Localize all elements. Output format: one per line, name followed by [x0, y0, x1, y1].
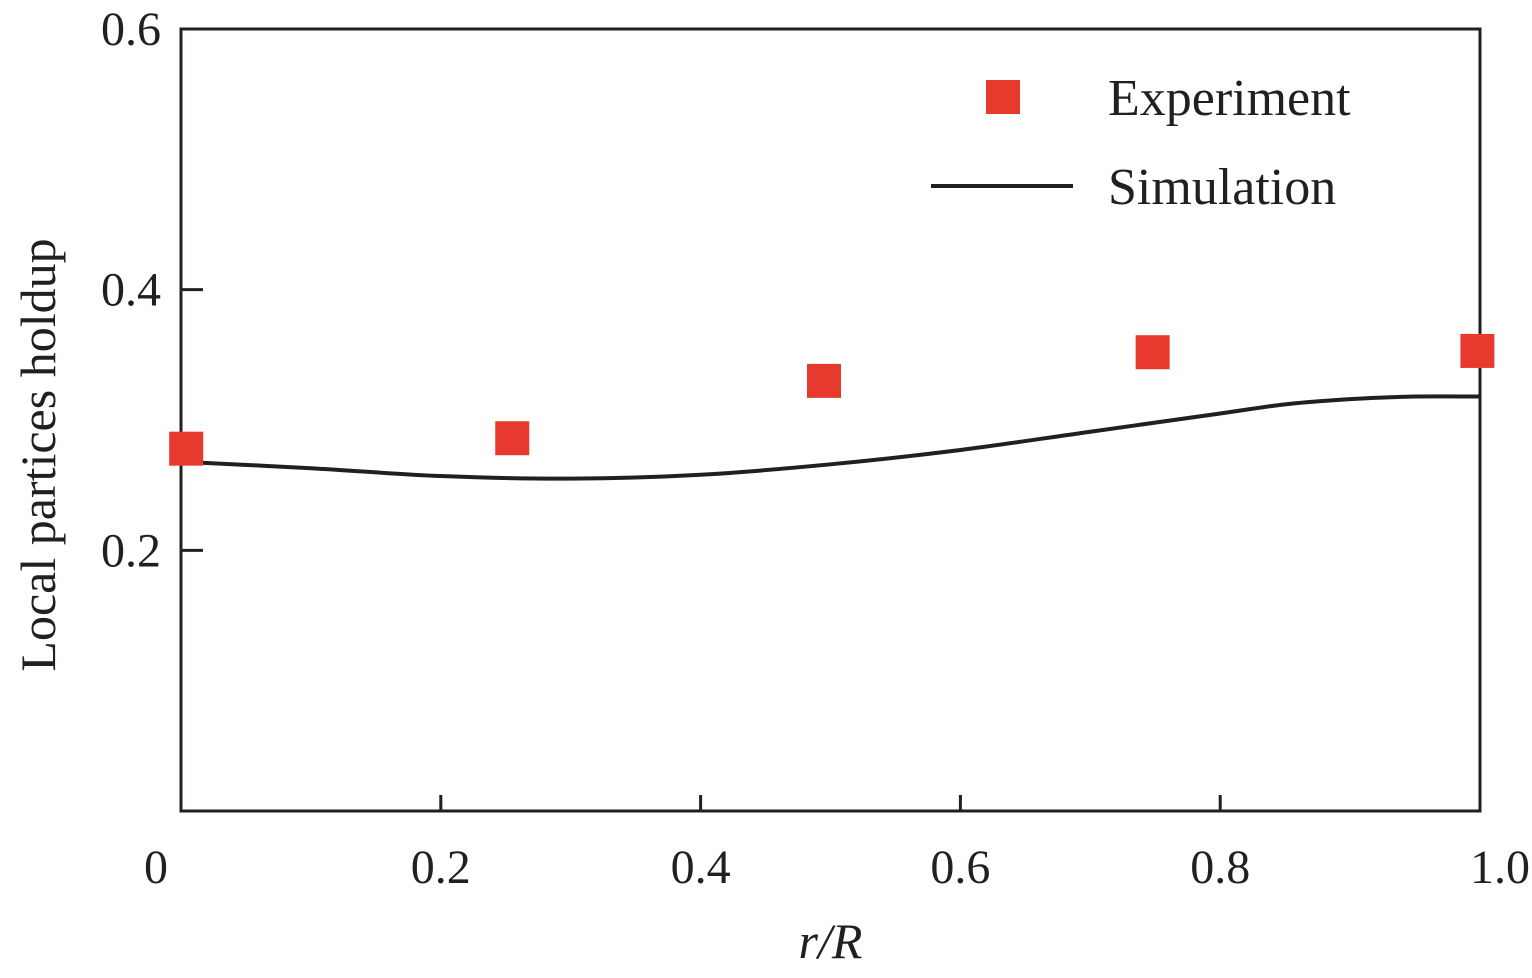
axes: 0 0.2 0.4 0.6 0.8 1.0 0.2 0.4 0.6 — [101, 3, 1530, 894]
experiment-point — [495, 421, 530, 456]
x-axis-label: r/R — [799, 913, 863, 969]
y-axis-label: Local partices holdup — [10, 238, 66, 671]
legend-label: Experiment — [1108, 70, 1351, 127]
experiment-point — [807, 363, 842, 398]
y-tick-label: 0.6 — [101, 3, 161, 56]
x-ticks: 0 0.2 0.4 0.6 0.8 1.0 — [144, 795, 1530, 894]
legend: Experiment Simulation — [931, 70, 1351, 216]
y-tick-label: 0.4 — [101, 264, 161, 317]
plot-frame — [179, 27, 1482, 813]
x-tick-label: 0.6 — [930, 841, 990, 894]
y-ticks: 0.2 0.4 0.6 — [101, 3, 203, 577]
x-tick-label: 0.2 — [411, 841, 471, 894]
series-layer — [169, 333, 1495, 481]
legend-label: Simulation — [1108, 159, 1336, 216]
x-tick-label: 0.8 — [1190, 841, 1250, 894]
x-tick-label: 0 — [144, 841, 168, 894]
y-tick-label: 0.2 — [101, 524, 161, 577]
experiment-point — [1460, 333, 1495, 368]
x-tick-label: 1.0 — [1470, 841, 1530, 894]
experiment-point — [169, 431, 204, 466]
x-tick-label: 0.4 — [671, 841, 731, 894]
legend-marker-experiment — [986, 80, 1020, 114]
simulation-line — [180, 394, 1481, 481]
experiment-point — [1135, 335, 1170, 370]
